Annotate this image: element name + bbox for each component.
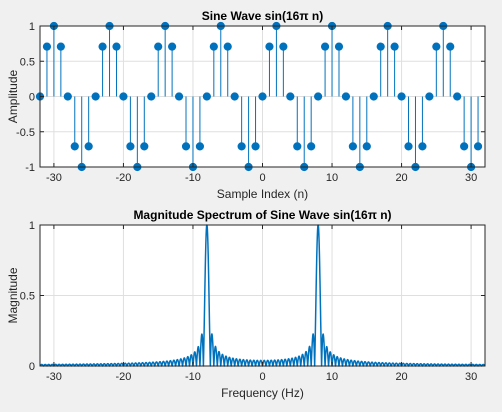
x-tick-label: -30	[46, 371, 62, 383]
stem-marker	[418, 142, 427, 151]
chart-title: Sine Wave sin(16π n)	[202, 9, 323, 23]
axes-1: -30 -20 -10 0 10 20 30 -1 -0.5 0 0.5 1 Sine Wave sin…	[6, 9, 486, 201]
stem-marker	[425, 92, 434, 101]
stem-marker	[168, 42, 177, 51]
stem-marker	[341, 92, 351, 101]
stem-marker	[237, 142, 246, 151]
x-axis-label: Frequency (Hz)	[221, 386, 304, 400]
y-tick-label: -0.5	[16, 127, 35, 139]
stem-marker	[126, 142, 135, 151]
stem-marker	[265, 42, 274, 51]
stem-marker	[446, 42, 455, 51]
y-tick-label: 0	[29, 361, 35, 373]
x-tick-label: 20	[395, 371, 407, 383]
y-axis-label: Magnitude	[6, 267, 20, 323]
stem-marker	[209, 42, 218, 51]
stem-marker	[258, 92, 267, 101]
x-tick-label: -20	[115, 172, 131, 184]
x-tick-label: -10	[185, 172, 201, 184]
y-tick-label: 0.5	[20, 56, 35, 68]
x-tick-label: 0	[259, 172, 265, 184]
stem-marker	[112, 42, 121, 51]
y-tick-label: -1	[25, 162, 35, 174]
stem-marker	[376, 42, 385, 51]
y-tick-label: 1	[29, 21, 35, 33]
x-tick-label: 30	[465, 371, 477, 383]
stem-marker	[334, 42, 344, 51]
stem-marker	[251, 142, 260, 151]
stem-marker	[223, 42, 232, 51]
x-tick-label: 20	[395, 172, 407, 184]
stem-marker	[320, 42, 330, 51]
x-tick-label: 10	[326, 172, 338, 184]
stem-marker	[397, 92, 406, 101]
stem-marker	[70, 142, 79, 151]
x-tick-label: 0	[259, 371, 265, 383]
stem-marker	[63, 92, 72, 101]
stem-marker	[195, 142, 205, 151]
stem-marker	[473, 142, 483, 151]
x-tick-label: 30	[465, 172, 477, 184]
y-tick-label: 0.5	[20, 291, 35, 303]
stem-marker	[348, 142, 357, 151]
stem-marker	[369, 92, 378, 101]
y-tick-label: 0	[29, 92, 35, 104]
stem-marker	[56, 42, 65, 51]
stem-marker	[453, 92, 462, 101]
stem-marker	[286, 92, 295, 101]
x-tick-label: -30	[46, 172, 62, 184]
stem-marker	[314, 92, 323, 101]
stem-marker	[174, 92, 184, 101]
stem-marker	[404, 142, 413, 151]
x-tick-label: -20	[115, 371, 131, 383]
axes-2: -30 -20 -10 0 10 20 30 0 0.5 1 Magnitude Spectrum …	[6, 208, 486, 400]
chart-title: Magnitude Spectrum of Sine Wave sin(16π …	[133, 208, 391, 222]
stem-marker	[181, 142, 191, 151]
stem-marker	[91, 92, 100, 101]
stem-marker	[362, 142, 371, 151]
x-tick-label: -10	[185, 371, 201, 383]
stem-series	[35, 21, 483, 172]
stem-marker	[84, 142, 93, 151]
stem-marker	[230, 92, 239, 101]
stem-marker	[307, 142, 316, 151]
stem-marker	[293, 142, 302, 151]
stem-marker	[147, 92, 156, 101]
stem-marker	[460, 142, 469, 151]
stem-marker	[154, 42, 163, 51]
y-tick-label: 1	[29, 220, 35, 232]
x-axis-label: Sample Index (n)	[217, 187, 308, 201]
stem-marker	[432, 42, 441, 51]
stem-marker	[140, 142, 149, 151]
y-axis-label: Amplitude	[6, 70, 20, 124]
stem-marker	[119, 92, 128, 101]
stem-marker	[202, 92, 211, 101]
stem-marker	[98, 42, 107, 51]
stem-marker	[279, 42, 288, 51]
stem-marker	[42, 42, 52, 51]
stem-marker	[390, 42, 399, 51]
x-tick-label: 10	[326, 371, 338, 383]
